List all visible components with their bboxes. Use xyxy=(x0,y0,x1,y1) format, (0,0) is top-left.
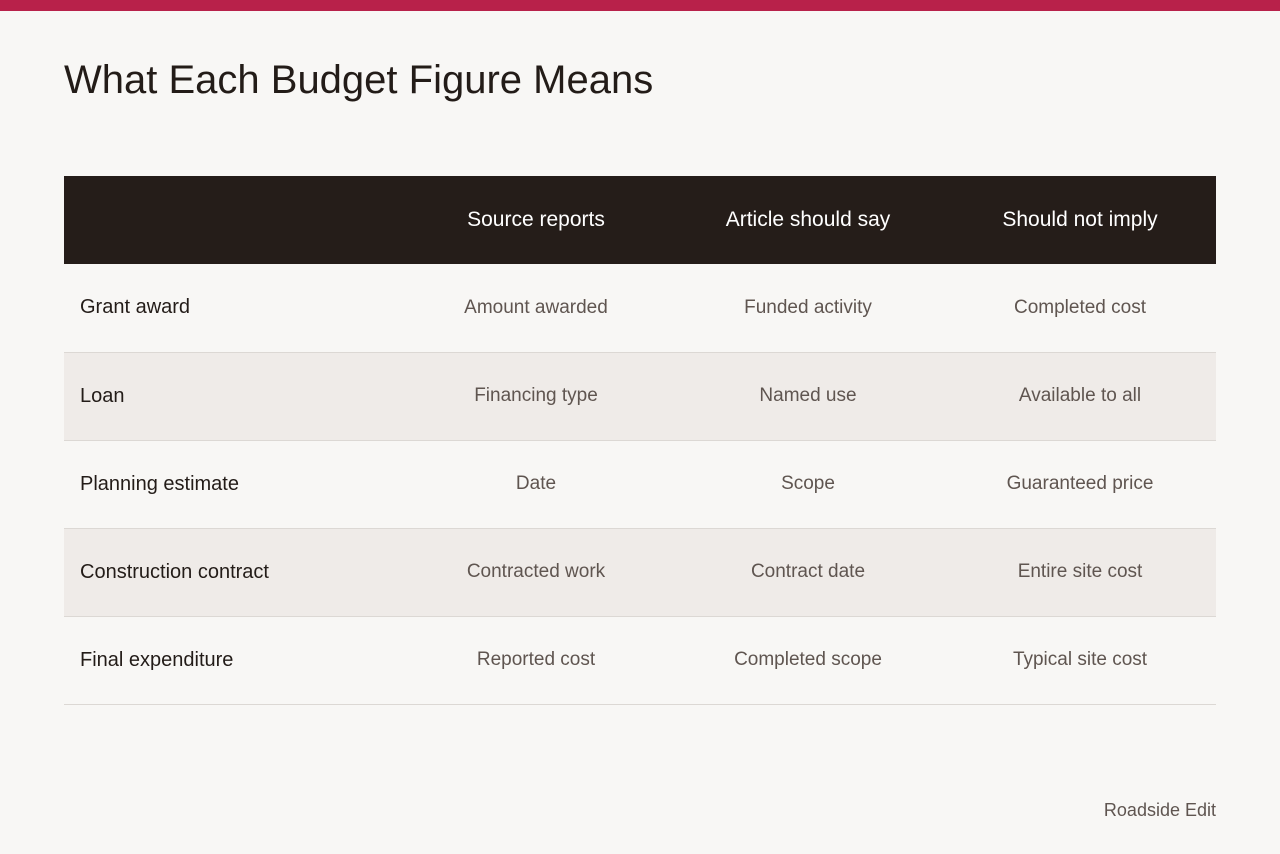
header-cell-source-reports: Source reports xyxy=(467,208,605,231)
table-cell: Scope xyxy=(781,473,835,494)
page-title: What Each Budget Figure Means xyxy=(64,58,654,102)
table-cell: Reported cost xyxy=(476,649,596,670)
table-cell: Entire site cost xyxy=(1017,561,1143,582)
row-label: Construction contract xyxy=(80,560,269,583)
table-cell: Named use xyxy=(759,385,857,406)
table-cell: Completed scope xyxy=(734,649,882,670)
table-row: Loan Financing type Named use Available … xyxy=(64,352,1216,440)
table-cell: Guaranteed price xyxy=(1006,473,1154,494)
table-cell: Amount awarded xyxy=(464,296,608,318)
table-row: Grant award Amount awarded Funded activi… xyxy=(64,264,1216,352)
footer-credit: Roadside Edit xyxy=(1103,800,1216,820)
budget-figures-table: Source reports Article should say Should… xyxy=(64,176,1216,705)
table-row: Construction contract Contracted work Co… xyxy=(64,528,1216,616)
table-cell: Available to all xyxy=(1018,385,1142,406)
accent-bar xyxy=(0,0,1280,11)
table-cell: Financing type xyxy=(474,385,598,406)
row-label: Planning estimate xyxy=(80,472,239,495)
table-row: Final expenditure Reported cost Complete… xyxy=(64,616,1216,704)
row-label: Loan xyxy=(80,384,125,407)
header-cell-article-should-say: Article should say xyxy=(725,208,891,231)
header-cell-should-not-imply: Should not imply xyxy=(1002,208,1158,231)
row-label: Grant award xyxy=(80,296,191,319)
table-header-row: Source reports Article should say Should… xyxy=(64,176,1216,264)
table-cell: Completed cost xyxy=(1013,296,1146,318)
table-cell: Funded activity xyxy=(744,296,872,318)
header-cell-corner xyxy=(64,176,400,264)
table-cell: Contracted work xyxy=(466,561,606,582)
table-cell: Date xyxy=(515,473,557,494)
table-cell: Contract date xyxy=(750,561,866,582)
table-row: Planning estimate Date Scope Guaranteed … xyxy=(64,440,1216,528)
row-label: Final expenditure xyxy=(80,648,234,671)
table-cell: Typical site cost xyxy=(1012,649,1148,670)
